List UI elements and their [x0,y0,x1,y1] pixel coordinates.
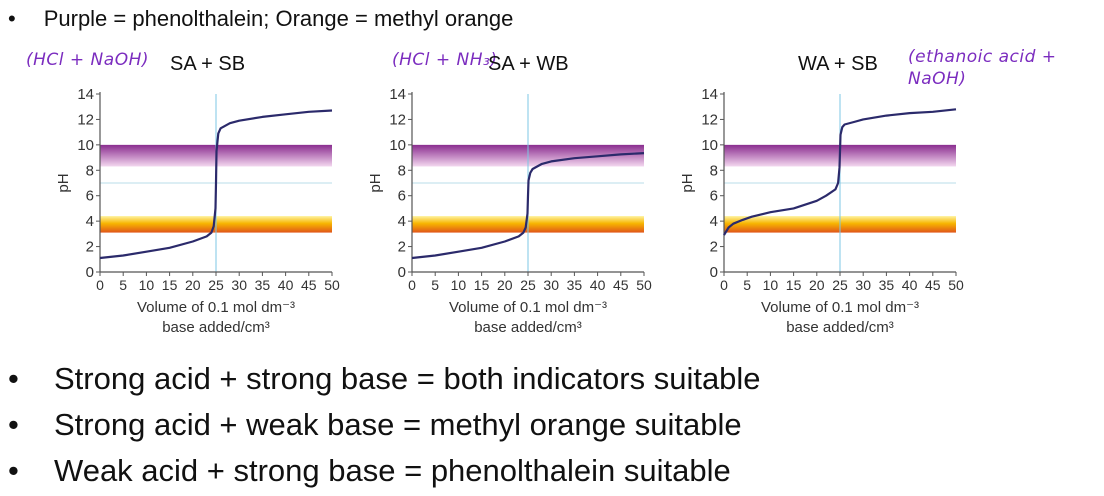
y-tick-label: 2 [398,239,406,256]
y-axis-label: pH [679,173,696,192]
y-tick-label: 14 [389,86,406,103]
x-tick-label: 40 [278,277,294,293]
y-tick-label: 10 [77,137,94,154]
x-axis-label: base added/cm³ [786,319,894,336]
chart-annotation: (ethanoic acid + NaOH) [908,47,1057,89]
x-axis-label: base added/cm³ [162,319,270,336]
chart-title: SA + SB [170,53,246,75]
y-tick-label: 10 [701,137,718,154]
x-tick-label: 30 [855,277,871,293]
y-tick-label: 6 [398,188,406,205]
y-axis-label: pH [367,173,384,192]
list-item: • Strong acid + weak base = methyl orange… [8,402,761,448]
x-tick-label: 5 [743,277,751,293]
chart-title: SA + WB [488,53,569,75]
x-axis-label: base added/cm³ [474,319,582,336]
x-tick-label: 0 [96,277,104,293]
y-tick-label: 0 [86,264,94,281]
chart-annotation: (HCl + NaOH) [26,50,149,70]
y-tick-label: 8 [86,162,94,179]
x-tick-label: 35 [879,277,895,293]
y-tick-label: 4 [86,213,94,230]
x-tick-label: 15 [786,277,802,293]
x-tick-label: 45 [301,277,317,293]
x-tick-label: 10 [139,277,155,293]
x-tick-label: 10 [763,277,779,293]
x-tick-label: 35 [567,277,583,293]
x-tick-label: 50 [948,277,964,293]
chart-sa-sb: (HCl + NaOH) SA + SB 0 2 4 6 8 10 12 14 0 5 10 15 20… [18,44,378,354]
x-tick-label: 15 [474,277,490,293]
x-tick-label: 35 [255,277,271,293]
x-tick-label: 45 [613,277,629,293]
chart-annotation: (HCl + NH₃) [392,50,498,70]
x-tick-label: 25 [208,277,224,293]
y-axis-label: pH [55,173,72,192]
conclusion-text: Strong acid + weak base = methyl orange … [54,407,742,442]
indicator-legend: • Purple = phenolthalein; Orange = methy… [8,6,513,32]
chart-title: WA + SB [798,53,878,75]
x-tick-label: 45 [925,277,941,293]
x-tick-label: 40 [590,277,606,293]
x-tick-label: 50 [324,277,340,293]
y-tick-label: 12 [701,111,718,128]
x-tick-label: 20 [497,277,513,293]
x-tick-label: 30 [231,277,247,293]
x-tick-label: 20 [809,277,825,293]
x-axis-label: Volume of 0.1 mol dm⁻³ [137,299,295,316]
chart-sa-wb: (HCl + NH₃) SA + WB 0 2 4 6 8 10 12 14 0 5 10 15 20 2… [330,44,690,354]
y-tick-label: 4 [398,213,406,230]
x-axis-label: Volume of 0.1 mol dm⁻³ [449,299,607,316]
list-item: • Weak acid + strong base = phenolthalein… [8,448,761,494]
x-tick-label: 20 [185,277,201,293]
x-axis-label: Volume of 0.1 mol dm⁻³ [761,299,919,316]
conclusion-text: Strong acid + strong base = both indicat… [54,361,761,396]
bullet-marker: • [8,361,19,396]
x-tick-label: 50 [636,277,652,293]
x-tick-label: 5 [119,277,127,293]
list-item: • Strong acid + strong base = both indica… [8,356,761,402]
x-tick-label: 40 [902,277,918,293]
x-tick-label: 15 [162,277,178,293]
y-tick-label: 10 [389,137,406,154]
x-tick-label: 10 [451,277,467,293]
conclusion-text: Weak acid + strong base = phenolthalein … [54,453,731,488]
y-tick-label: 12 [77,111,94,128]
y-tick-label: 4 [710,213,718,230]
x-tick-label: 0 [720,277,728,293]
x-tick-label: 30 [543,277,559,293]
indicator-legend-text: Purple = phenolthalein; Orange = methyl … [43,6,514,31]
y-tick-label: 6 [710,188,718,205]
y-tick-label: 2 [710,239,718,256]
y-tick-label: 8 [710,162,718,179]
bullet-marker: • [8,407,19,442]
y-tick-label: 2 [86,239,94,256]
x-tick-label: 25 [520,277,536,293]
x-tick-label: 5 [431,277,439,293]
y-tick-label: 8 [398,162,406,179]
chart-wa-sb: WA + SB (ethanoic acid + NaOH) 0 2 4 6 8 10 12… [642,44,1056,354]
y-tick-label: 14 [701,86,718,103]
x-tick-label: 0 [408,277,416,293]
bullet-marker: • [8,453,19,488]
x-tick-label: 25 [832,277,848,293]
y-tick-label: 12 [389,111,406,128]
titration-curve [723,108,957,236]
y-tick-label: 14 [77,86,94,103]
conclusion-list: • Strong acid + strong base = both indica… [8,356,761,494]
y-tick-label: 6 [86,188,94,205]
bullet-marker: • [8,6,16,31]
y-tick-label: 0 [398,264,406,281]
y-tick-label: 0 [710,264,718,281]
